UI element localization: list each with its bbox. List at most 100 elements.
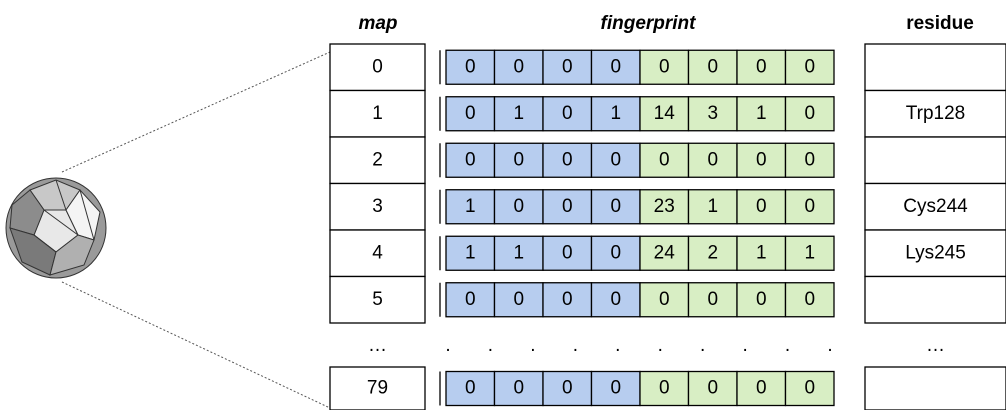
fingerprint-value: 0 xyxy=(465,103,476,124)
fingerprint-value: 0 xyxy=(610,56,621,77)
fingerprint-value: 0 xyxy=(562,103,573,124)
fingerprint-value: 1 xyxy=(513,103,524,124)
fingerprint-value: 0 xyxy=(804,103,815,124)
residue-label: Lys245 xyxy=(905,242,966,263)
fingerprint-value: 0 xyxy=(513,378,524,399)
header: fingerprint xyxy=(601,13,697,34)
fingerprint-cell xyxy=(542,96,593,132)
map-cell xyxy=(329,366,426,410)
fingerprint-value: 23 xyxy=(654,196,675,217)
fingerprint-value: 0 xyxy=(513,196,524,217)
fingerprint-value: 0 xyxy=(659,149,670,170)
header: map xyxy=(358,13,397,34)
fingerprint-value: 0 xyxy=(804,149,815,170)
fingerprint-value: 0 xyxy=(707,378,718,399)
header: residue xyxy=(906,13,974,34)
fingerprint-value: 0 xyxy=(610,149,621,170)
fingerprint-value: 0 xyxy=(610,378,621,399)
fingerprint-value: 1 xyxy=(756,242,767,263)
fingerprint-cell xyxy=(590,49,641,85)
residue-cell xyxy=(864,229,1006,278)
fingerprint-value: 0 xyxy=(465,149,476,170)
fingerprint-value: 0 xyxy=(562,149,573,170)
fingerprint-cell xyxy=(493,96,544,132)
ellipsis-dot: . xyxy=(530,335,535,356)
fingerprint-cell xyxy=(542,49,593,85)
fingerprint-value: 1 xyxy=(756,103,767,124)
fingerprint-value: 0 xyxy=(804,378,815,399)
fingerprint-value: 0 xyxy=(804,56,815,77)
fingerprint-value: 0 xyxy=(804,196,815,217)
fingerprint-value: 0 xyxy=(513,289,524,310)
map-cell xyxy=(329,275,426,324)
fingerprint-value: 0 xyxy=(756,378,767,399)
fingerprint-value: 1 xyxy=(610,103,621,124)
map-index: 5 xyxy=(372,289,383,310)
residue-cell xyxy=(864,182,1006,231)
ellipsis-dot: . xyxy=(445,335,450,356)
map-cell xyxy=(329,182,426,231)
fingerprint-value: 0 xyxy=(659,56,670,77)
fingerprint-value: 0 xyxy=(562,196,573,217)
fingerprint-cell xyxy=(784,49,835,85)
map-index: 2 xyxy=(372,149,383,170)
fingerprint-value: 0 xyxy=(707,56,718,77)
fingerprint-cell xyxy=(784,235,835,271)
residue-label: Cys244 xyxy=(903,196,968,217)
fingerprint-value: 24 xyxy=(654,242,676,263)
fingerprint-cell xyxy=(639,49,690,85)
map-cell xyxy=(329,136,426,185)
fingerprint-cell xyxy=(445,282,496,318)
fingerprint-value: 0 xyxy=(513,56,524,77)
residue-cell xyxy=(864,275,1006,324)
fingerprint-value: 1 xyxy=(513,242,524,263)
residue-label: Trp128 xyxy=(906,103,966,124)
ellipsis-dot: . xyxy=(573,335,578,356)
fingerprint-value: 0 xyxy=(756,56,767,77)
fingerprint-cell xyxy=(639,235,690,271)
fingerprint-value: 0 xyxy=(659,289,670,310)
fingerprint-cell xyxy=(542,235,593,271)
fingerprint-cell xyxy=(445,142,496,178)
residue-cell xyxy=(864,366,1006,410)
fingerprint-value: 0 xyxy=(465,378,476,399)
fingerprint-value: 1 xyxy=(465,196,476,217)
fingerprint-value: 1 xyxy=(804,242,815,263)
fingerprint-cell xyxy=(542,189,593,225)
fingerprint-cell xyxy=(445,370,496,407)
map-index: 79 xyxy=(367,378,388,399)
map-cell xyxy=(329,229,426,278)
zoom-line xyxy=(61,51,331,173)
fingerprint-cell xyxy=(639,142,690,178)
ellipsis-dot: . xyxy=(658,335,663,356)
fingerprint-cell xyxy=(590,282,641,318)
ellipsis-dot: . xyxy=(700,335,705,356)
fingerprint-value: 0 xyxy=(756,149,767,170)
zoom-line xyxy=(61,281,331,409)
fingerprint-value: 0 xyxy=(804,289,815,310)
fingerprint-cell xyxy=(687,370,738,407)
ellipsis: … xyxy=(926,335,945,356)
fingerprint-cell xyxy=(590,370,641,407)
fingerprint-value: 0 xyxy=(562,56,573,77)
fingerprint-cell xyxy=(687,282,738,318)
ellipsis-dot: . xyxy=(742,335,747,356)
fingerprint-cell xyxy=(493,142,544,178)
ellipsis-dot: . xyxy=(615,335,620,356)
fingerprint-cell xyxy=(784,96,835,132)
fingerprint-value: 2 xyxy=(707,242,718,263)
residue-cell xyxy=(864,43,1006,92)
fingerprint-value: 0 xyxy=(610,242,621,263)
fingerprint-value: 1 xyxy=(707,196,718,217)
fingerprint-cell xyxy=(493,235,544,271)
ellipsis-dot: . xyxy=(488,335,493,356)
fingerprint-value: 0 xyxy=(465,56,476,77)
fingerprint-value: 3 xyxy=(707,103,718,124)
fingerprint-cell xyxy=(639,189,690,225)
fingerprint-cell xyxy=(687,235,738,271)
fingerprint-value: 0 xyxy=(610,289,621,310)
fingerprint-value: 0 xyxy=(659,378,670,399)
fingerprint-cell xyxy=(493,370,544,407)
